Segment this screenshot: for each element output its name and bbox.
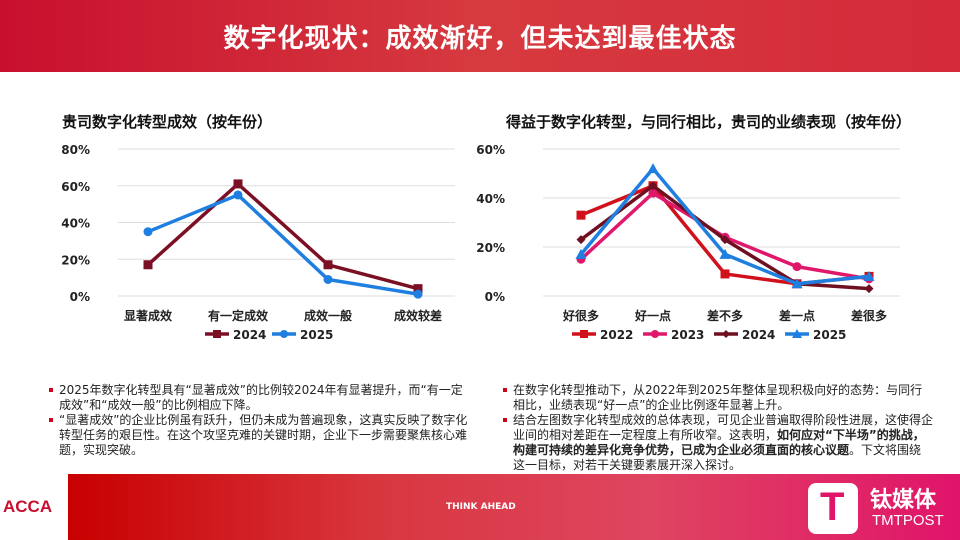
right-note: 结合左图数字化转型成效的总体表现，可见企业普遍取得阶段性进展，这使得企业间的相对… <box>503 413 933 473</box>
data-point-2023 <box>648 188 658 198</box>
left-chart-title: 贵司数字化转型成效（按年份） <box>62 113 273 131</box>
acca-logo: ACCA <box>3 497 53 516</box>
legend-marker <box>722 330 730 338</box>
data-point-2024 <box>413 284 423 294</box>
data-point-2025 <box>323 274 333 284</box>
left-note: “显著成效”的企业比例虽有跃升，但仍未成为普遍现象，这真实反映了数字化转型任务的… <box>49 413 469 458</box>
tmtpost-logo-icon <box>808 483 858 534</box>
legend-label: 2025 <box>300 328 333 342</box>
legend-marker <box>213 330 221 338</box>
left-note: 2025年数字化转型具有“显著成效”的比例较2024年有显著提升，而“有一定成效… <box>49 383 469 413</box>
data-point-2025 <box>143 227 153 237</box>
right-chart-title: 得益于数字化转型，与同行相比，贵司的业绩表现（按年份） <box>506 113 912 131</box>
data-point-2025 <box>863 270 875 281</box>
legend-marker <box>792 329 802 338</box>
data-point-2024 <box>233 179 243 189</box>
footer-left <box>0 474 68 540</box>
x-tick-label: 显著成效 <box>124 308 173 323</box>
x-tick-label: 差不多 <box>706 308 743 323</box>
data-point-2022 <box>720 269 730 279</box>
data-point-2025 <box>233 190 243 200</box>
x-tick-label: 成效较差 <box>394 308 442 323</box>
data-point-2025 <box>575 248 587 259</box>
note-text: 。下文将围绕这一目标，对若干关键要素展开深入探讨。 <box>513 443 922 472</box>
legend-label: 2024 <box>742 328 775 342</box>
data-point-2025 <box>791 278 803 289</box>
data-point-2024 <box>576 235 586 245</box>
data-point-2024 <box>864 284 874 294</box>
note-text: 结合左图数字化转型成效的总体表现，可见企业普遍取得阶段性进展，这使得企业间的相对… <box>513 413 934 442</box>
x-tick-label: 成效一般 <box>304 308 352 323</box>
y-tick-label: 60% <box>61 180 90 194</box>
y-tick-label: 80% <box>61 143 90 157</box>
x-tick-label: 好很多 <box>562 308 599 323</box>
y-tick-label: 0% <box>70 290 90 304</box>
x-tick-label: 好一点 <box>634 308 671 323</box>
left-notes: 2025年数字化转型具有“显著成效”的比例较2024年有显著提升，而“有一定成效… <box>49 383 469 458</box>
legend-label: 2025 <box>813 328 846 342</box>
legend-label: 2024 <box>233 328 266 342</box>
series-line-2024 <box>146 182 419 291</box>
legend-marker <box>580 330 588 338</box>
tagline: THINK AHEAD <box>446 502 516 512</box>
data-point-2024 <box>143 260 153 270</box>
page-title: 数字化现状：成效渐好，但未达到最佳状态 <box>223 23 737 54</box>
y-tick-label: 40% <box>61 217 90 231</box>
data-point-2024 <box>323 260 333 270</box>
right-note: 在数字化转型推动下，从2022年到2025年整体呈现积极向好的态势：与同行相比，… <box>503 383 933 413</box>
data-point-2023 <box>792 262 802 272</box>
legend-marker <box>651 330 659 338</box>
y-tick-label: 60% <box>476 143 505 157</box>
data-point-2024 <box>720 235 730 245</box>
y-tick-label: 20% <box>61 253 90 267</box>
legend-marker <box>280 330 288 338</box>
legend-label: 2023 <box>671 328 704 342</box>
data-point-2025 <box>647 163 659 174</box>
data-point-2022 <box>576 210 586 220</box>
x-tick-label: 差一点 <box>778 308 815 323</box>
series-line-2025 <box>579 166 870 286</box>
data-point-2025 <box>719 248 731 259</box>
tmtpost-logo-cn: 钛媒体 <box>870 488 937 513</box>
data-point-2025 <box>413 289 423 299</box>
charts: 0% 20% 40% 60% 80% 显著成效 有一定成效 成效一般 成效较差 2024 2025 0… <box>61 143 900 342</box>
x-tick-label: 有一定成效 <box>208 308 269 323</box>
note-bold: 如何应对“下半场”的挑战，构建可持续的差异化竞争优势，已成为企业必须直面的核心议… <box>513 428 925 457</box>
data-point-2024 <box>648 181 658 191</box>
legend-label: 2022 <box>600 328 633 342</box>
y-tick-label: 0% <box>485 290 505 304</box>
x-tick-label: 差很多 <box>850 308 887 323</box>
y-tick-label: 20% <box>476 241 505 255</box>
right-notes: 在数字化转型推动下，从2022年到2025年整体呈现积极向好的态势：与同行相比，… <box>503 383 933 473</box>
header-banner: 数字化现状：成效渐好，但未达到最佳状态 <box>0 0 960 72</box>
y-tick-label: 40% <box>476 192 505 206</box>
tmtpost-logo-en: TMTPOST <box>872 512 944 529</box>
series-line-2025 <box>147 193 419 296</box>
